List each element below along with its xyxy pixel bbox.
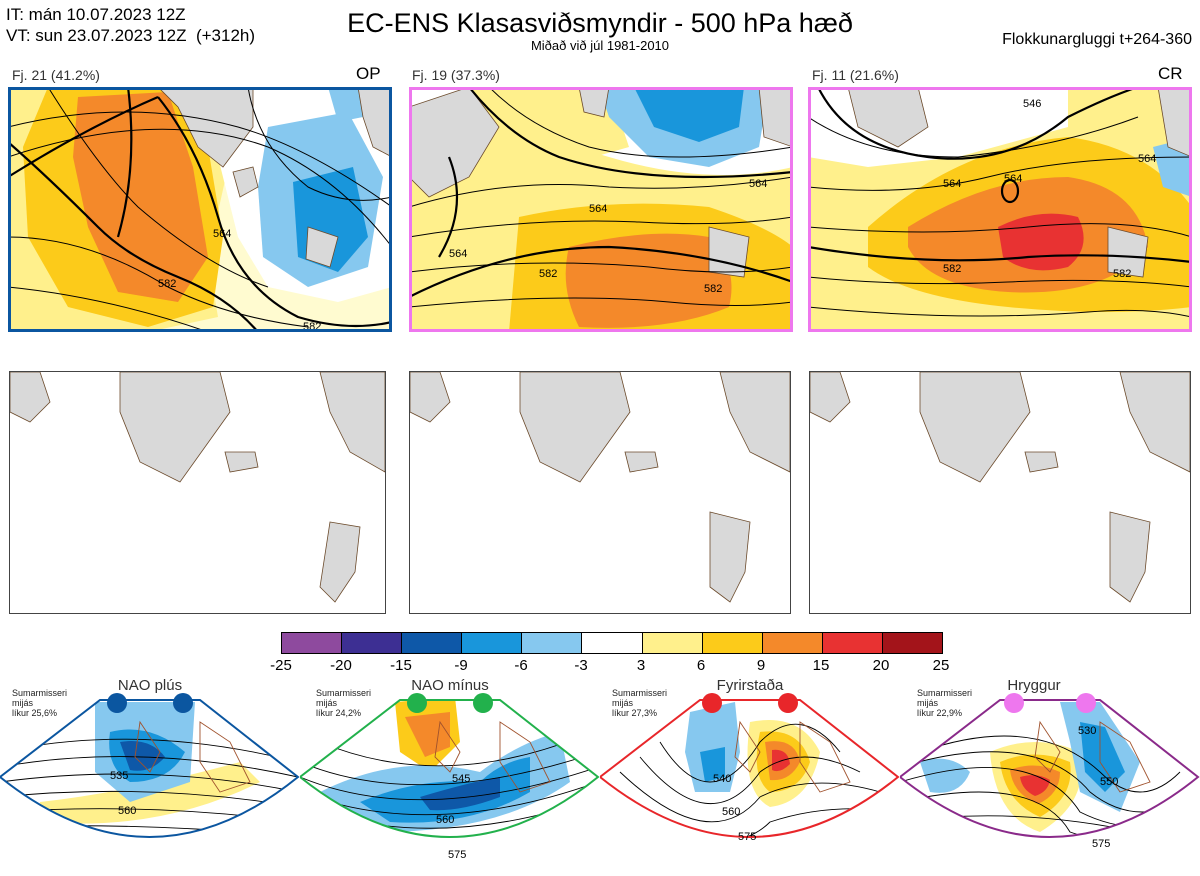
cluster-2-frame [409, 87, 793, 332]
colorbar-segment [821, 633, 882, 653]
cluster-1-tag: OP [356, 64, 381, 83]
contour-label: 530 [1078, 725, 1096, 737]
regime-2-name: NAO mínus [411, 677, 489, 694]
colorbar-segment [341, 633, 402, 653]
cluster-3-map: 546 564 564 564 582 582 [808, 87, 1192, 332]
contour-label: 560 [722, 806, 740, 818]
contour-label: 545 [452, 773, 470, 785]
colorbar-tick-label: 3 [636, 657, 646, 674]
valid-time: VT: sun 23.07.2023 12Z (+312h) [6, 26, 256, 45]
cluster-2-map: 564 564 564 582 582 [409, 87, 793, 332]
colorbar-tick-label: -25 [270, 657, 292, 674]
colorbar-segment [282, 633, 342, 653]
regime-2-map: 545 560 575 [298, 682, 600, 871]
colorbar-tick-label: 6 [696, 657, 706, 674]
cluster-3-frame [808, 87, 1192, 332]
contour-label: 550 [1100, 776, 1118, 788]
colorbar-segment [461, 633, 522, 653]
colorbar-segment [401, 633, 462, 653]
regime-1-note: Sumarmisseri mijás líkur 25,6% [12, 688, 68, 718]
colorbar-tick-label: -6 [514, 657, 528, 674]
colorbar [281, 632, 943, 654]
cluster-1-frame [8, 87, 392, 332]
colorbar-tick-label: -15 [390, 657, 412, 674]
colorbar-segment [641, 633, 702, 653]
contour-label: 560 [118, 805, 136, 817]
contour-label: 582 [1113, 268, 1131, 280]
colorbar-tick-label: 9 [756, 657, 766, 674]
page-title: EC-ENS Klasasviðsmyndir - 500 hPa hæð [347, 8, 853, 38]
contour-label: 564 [943, 178, 961, 190]
regime-3-note: Sumarmisseri mijás líkur 27,3% [612, 688, 668, 718]
contour-label: 564 [1138, 153, 1156, 165]
colorbar-segment [761, 633, 822, 653]
regime-1-name: NAO plús [117, 677, 183, 694]
regime-2-note: Sumarmisseri mijás líkur 24,2% [316, 688, 372, 718]
regime-4-map: 530 550 575 [898, 682, 1200, 871]
contour-label: 564 [213, 228, 231, 240]
contour-label: 582 [943, 263, 961, 275]
colorbar-tick-label: -20 [330, 657, 352, 674]
contour-label: 564 [589, 203, 607, 215]
contour-label: 560 [436, 814, 454, 826]
regime-4-name: Hryggur [1007, 677, 1061, 694]
contour-label: 575 [738, 831, 756, 843]
initial-time: IT: mán 10.07.2023 12Z [6, 5, 186, 24]
contour-label: 564 [449, 248, 467, 260]
colorbar-segment [881, 633, 943, 653]
colorbar-segment [521, 633, 582, 653]
cluster-1-label: Fj. 21 (41.2%) [12, 67, 100, 83]
empty-map-1 [9, 371, 386, 614]
empty-map-2 [409, 371, 791, 614]
contour-label: 582 [158, 278, 176, 290]
classification-window: Flokkunargluggi t+264-360 [1002, 31, 1192, 48]
contour-label: 540 [713, 773, 731, 785]
empty-map-3 [809, 371, 1191, 614]
cluster-3-label: Fj. 11 (21.6%) [812, 67, 899, 83]
header-dates: IT: mán 10.07.2023 12Z VT: sun 23.07.2023… [6, 4, 255, 46]
cluster-2-label: Fj. 19 (37.3%) [412, 67, 500, 83]
colorbar-tick-label: 20 [872, 657, 890, 674]
regime-1-map: 535 560 [0, 682, 300, 871]
colorbar-tick-label: 15 [812, 657, 830, 674]
regime-4-note: Sumarmisseri mijás líkur 22,9% [917, 688, 973, 718]
page-subtitle: Miðað við júl 1981-2010 [530, 38, 670, 53]
contour-label: 575 [1092, 838, 1110, 850]
regime-3-map: 540 560 575 [598, 682, 900, 871]
contour-label: 582 [303, 321, 321, 332]
cluster-1-map: 564 582 582 [8, 87, 392, 332]
contour-label: 546 [1023, 98, 1041, 110]
colorbar-tick-label: 25 [932, 657, 950, 674]
contour-label: 575 [448, 849, 466, 861]
contour-label: 564 [749, 178, 767, 190]
colorbar-segment [581, 633, 642, 653]
colorbar-tick-label: -9 [454, 657, 468, 674]
contour-label: 564 [1004, 173, 1022, 185]
contour-label: 582 [704, 283, 722, 295]
colorbar-segment [701, 633, 762, 653]
colorbar-tick-label: -3 [574, 657, 588, 674]
regime-3-name: Fyrirstaða [716, 677, 784, 694]
cluster-3-tag: CR [1158, 64, 1183, 83]
contour-label: 582 [539, 268, 557, 280]
contour-label: 535 [110, 770, 128, 782]
